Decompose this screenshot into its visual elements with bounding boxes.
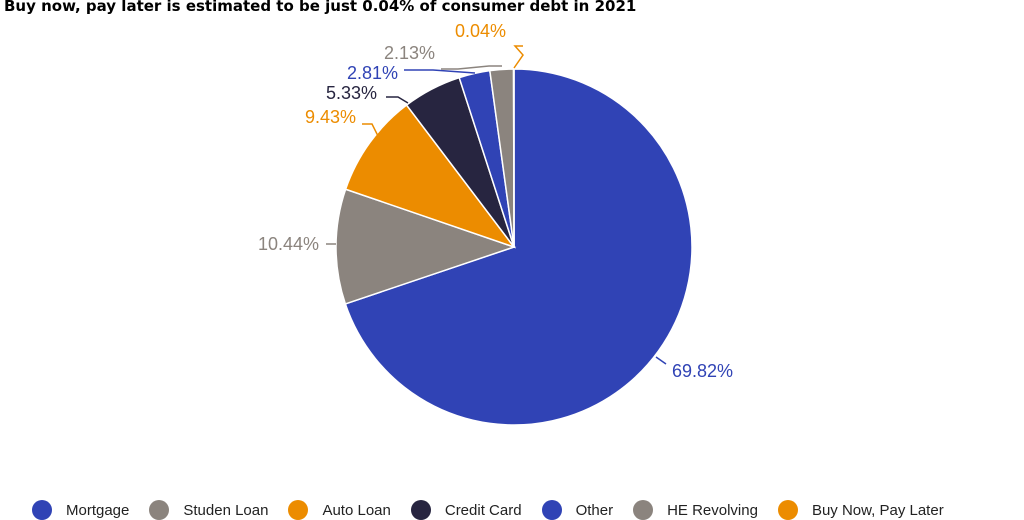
legend-item-other: Other xyxy=(542,500,614,520)
legend-marker xyxy=(778,500,798,520)
legend-marker xyxy=(542,500,562,520)
legend-label: HE Revolving xyxy=(667,502,758,519)
legend-label: Studen Loan xyxy=(183,502,268,519)
data-label-other: 2.81% xyxy=(347,63,398,83)
legend-item-he-revolving: HE Revolving xyxy=(633,500,758,520)
data-label-credit-card: 5.33% xyxy=(326,83,377,103)
legend-label: Buy Now, Pay Later xyxy=(812,502,944,519)
leader-he-revolving xyxy=(441,66,502,69)
legend-marker xyxy=(288,500,308,520)
leader-buy-now-pay-later xyxy=(514,46,523,68)
data-label-auto-loan: 9.43% xyxy=(305,107,356,127)
legend-marker xyxy=(633,500,653,520)
pie-slices xyxy=(336,69,692,425)
legend-label: Credit Card xyxy=(445,502,522,519)
data-label-mortgage: 69.82% xyxy=(672,361,733,381)
legend-marker xyxy=(411,500,431,520)
leader-mortgage xyxy=(656,357,666,364)
legend-label: Auto Loan xyxy=(322,502,390,519)
legend-item-credit-card: Credit Card xyxy=(411,500,522,520)
leader-other xyxy=(404,70,475,73)
legend-marker xyxy=(149,500,169,520)
data-label-buy-now-pay-later: 0.04% xyxy=(455,21,506,41)
legend-item-studen-loan: Studen Loan xyxy=(149,500,268,520)
legend-label: Mortgage xyxy=(66,502,129,519)
legend-label: Other xyxy=(576,502,614,519)
leader-credit-card xyxy=(386,97,408,103)
legend-marker xyxy=(32,500,52,520)
data-label-studen-loan: 10.44% xyxy=(258,234,319,254)
data-label-he-revolving: 2.13% xyxy=(384,43,435,63)
legend: Mortgage Studen Loan Auto Loan Credit Card O… xyxy=(32,500,964,520)
legend-item-mortgage: Mortgage xyxy=(32,500,129,520)
legend-item-auto-loan: Auto Loan xyxy=(288,500,390,520)
legend-item-buy-now-pay-later: Buy Now, Pay Later xyxy=(778,500,944,520)
